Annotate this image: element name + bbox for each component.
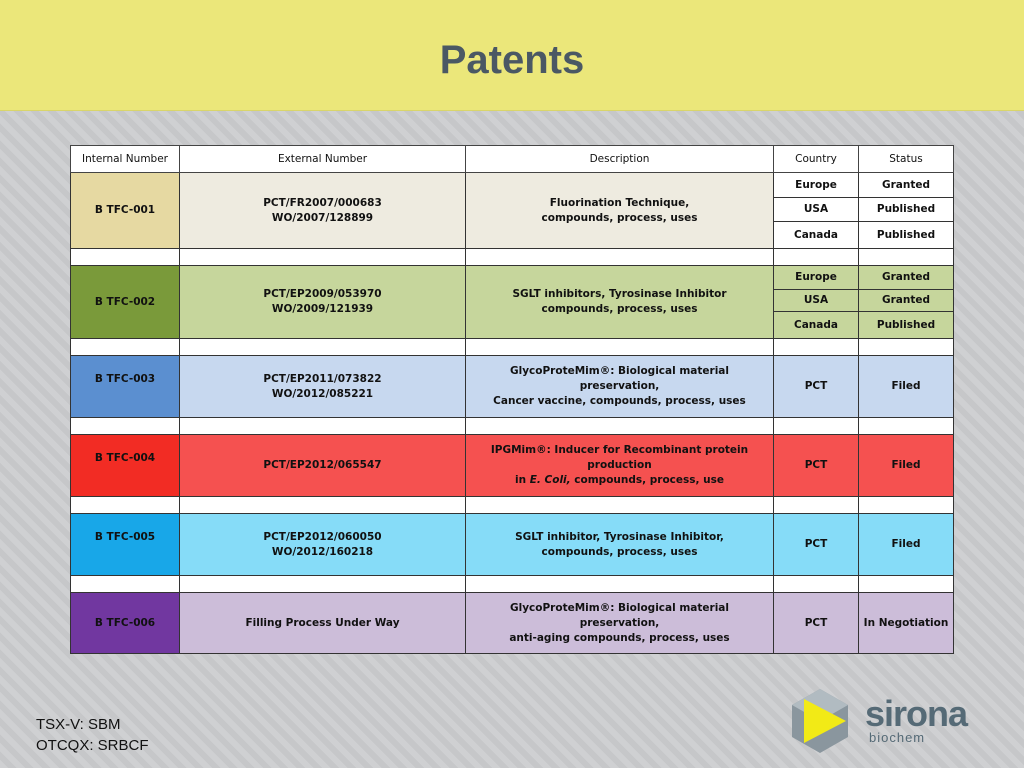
external-number-line: PCT/FR2007/000683 xyxy=(263,196,382,209)
external-number-line: WO/2009/121939 xyxy=(271,303,374,315)
header-internal-number: Internal Number xyxy=(70,145,180,173)
table-row: B TFC-004 PCT/EP2012/065547 IPGMim®: Ind… xyxy=(70,434,954,497)
internal-number-cell: B TFC-001 xyxy=(70,172,180,249)
table-row: B TFC-001 PCT/FR2007/000683 WO/2007/1288… xyxy=(70,172,954,249)
description-line: anti-aging compounds, process, uses xyxy=(509,631,730,644)
status-cell: Granted xyxy=(858,172,954,198)
description-cell: SGLT inhibitor, Tyrosinase Inhibitor, co… xyxy=(465,513,774,576)
table-row: USA Granted xyxy=(71,289,954,312)
status-cell: Filed xyxy=(858,513,954,576)
description-line: Fluorination Technique, xyxy=(549,196,690,209)
status-cell: Published xyxy=(858,221,954,249)
table-row: B TFC-006 Filling Process Under Way Glyc… xyxy=(70,592,954,654)
external-number-cell: PCT/EP2009/053970 WO/2009/121939 xyxy=(179,265,466,339)
country-cell: USA xyxy=(773,289,859,312)
status-cell: Published xyxy=(858,197,954,222)
title-banner xyxy=(0,0,1024,111)
external-number-line: WO/2012/085221 xyxy=(271,387,374,400)
description-cell: GlycoProteMim®: Biological material pres… xyxy=(465,592,774,654)
external-number-line: PCT/EP2012/065547 xyxy=(263,459,382,471)
external-number-line: PCT/EP2009/053970 xyxy=(263,288,382,300)
ticker-tsxv: TSX-V: SBM xyxy=(36,716,121,733)
ticker-otcqx: OTCQX: SRBCF xyxy=(36,737,149,754)
external-number-line: PCT/EP2011/073822 xyxy=(263,372,382,385)
table-row: USA Published xyxy=(71,197,954,222)
country-cell: Europe xyxy=(773,172,859,198)
external-number-line: WO/2007/128899 xyxy=(271,211,374,224)
table-row: Canada Published xyxy=(71,221,954,249)
table-row: B TFC-003 PCT/EP2011/073822 WO/2012/0852… xyxy=(70,355,954,418)
country-cell: PCT xyxy=(773,355,859,418)
header-country: Country xyxy=(773,145,859,173)
external-number-cell: PCT/EP2012/060050 WO/2012/160218 xyxy=(179,513,466,576)
spacer-row xyxy=(70,417,954,435)
logo-subtitle: biochem xyxy=(869,730,926,745)
description-cell: GlycoProteMim®: Biological material pres… xyxy=(465,355,774,418)
table-row: B TFC-002 PCT/EP2009/053970 WO/2009/1219… xyxy=(70,265,954,339)
country-cell: PCT xyxy=(773,434,859,497)
external-number-cell: PCT/EP2012/065547 xyxy=(179,434,466,497)
logo-wordmark: sirona xyxy=(865,693,968,734)
patents-table: Internal Number External Number Descript… xyxy=(70,145,954,654)
status-cell: Filed xyxy=(858,355,954,418)
external-number-line: Filling Process Under Way xyxy=(245,616,400,629)
description-line: SGLT inhibitor, Tyrosinase Inhibitor, xyxy=(515,530,724,543)
spacer-row xyxy=(70,248,954,266)
external-number-cell: PCT/FR2007/000683 WO/2007/128899 xyxy=(179,172,466,249)
description-italic-text: E. Coli, xyxy=(529,474,571,486)
internal-number-cell: B TFC-003 xyxy=(70,355,180,418)
status-cell: Published xyxy=(858,311,954,339)
description-line: compounds, process, uses xyxy=(541,211,698,224)
sirona-logo-icon xyxy=(792,689,848,753)
description-line: GlycoProteMim®: Biological material pres… xyxy=(509,601,729,629)
header-row: Internal Number External Number Descript… xyxy=(70,145,954,173)
internal-number-cell: B TFC-005 xyxy=(70,513,180,576)
external-number-line: PCT/EP2012/060050 xyxy=(263,530,382,543)
status-cell: Granted xyxy=(858,265,954,290)
spacer-row xyxy=(70,575,954,593)
country-cell: PCT xyxy=(773,513,859,576)
country-cell: Canada xyxy=(773,221,859,249)
description-line: Cancer vaccine, compounds, process, uses xyxy=(493,395,746,407)
description-cell: Fluorination Technique, compounds, proce… xyxy=(465,172,774,249)
header-description: Description xyxy=(465,145,774,173)
internal-number-cell: B TFC-006 xyxy=(70,592,180,654)
description-line: compounds, process, uses xyxy=(541,545,698,558)
spacer-row xyxy=(70,338,954,356)
description-cell: IPGMim®: Inducer for Recombinant protein… xyxy=(465,434,774,497)
table-row: B TFC-005 PCT/EP2012/060050 WO/2012/1602… xyxy=(70,513,954,576)
ticker-symbols: TSX-V: SBM OTCQX: SRBCF xyxy=(36,714,149,756)
country-cell: Canada xyxy=(773,311,859,339)
internal-number-cell: B TFC-002 xyxy=(70,265,180,339)
country-cell: PCT xyxy=(773,592,859,654)
description-text: compounds, process, use xyxy=(570,474,725,486)
status-cell: Filed xyxy=(858,434,954,497)
description-line: IPGMim®: Inducer for Recombinant protein… xyxy=(490,444,749,471)
description-line: compounds, process, uses xyxy=(541,303,698,315)
description-line: in E. Coli, compounds, process, use xyxy=(469,473,770,488)
spacer-row xyxy=(70,496,954,514)
description-line: GlycoProteMim®: Biological material pres… xyxy=(509,365,729,392)
page-title: Patents xyxy=(439,38,585,82)
country-cell: USA xyxy=(773,197,859,222)
table-row: Canada Published xyxy=(71,311,954,339)
external-number-cell: PCT/EP2011/073822 WO/2012/085221 xyxy=(179,355,466,418)
internal-number-cell: B TFC-004 xyxy=(70,434,180,497)
external-number-line: WO/2012/160218 xyxy=(271,545,374,558)
header-external-number: External Number xyxy=(179,145,466,173)
external-number-cell: Filling Process Under Way xyxy=(179,592,466,654)
country-cell: Europe xyxy=(773,265,859,290)
description-line: SGLT inhibitors, Tyrosinase Inhibitor xyxy=(512,288,727,300)
status-cell: Granted xyxy=(858,289,954,312)
description-cell: SGLT inhibitors, Tyrosinase Inhibitor co… xyxy=(465,265,774,339)
status-cell: In Negotiation xyxy=(858,592,954,654)
header-status: Status xyxy=(858,145,954,173)
description-text: in xyxy=(514,474,530,486)
